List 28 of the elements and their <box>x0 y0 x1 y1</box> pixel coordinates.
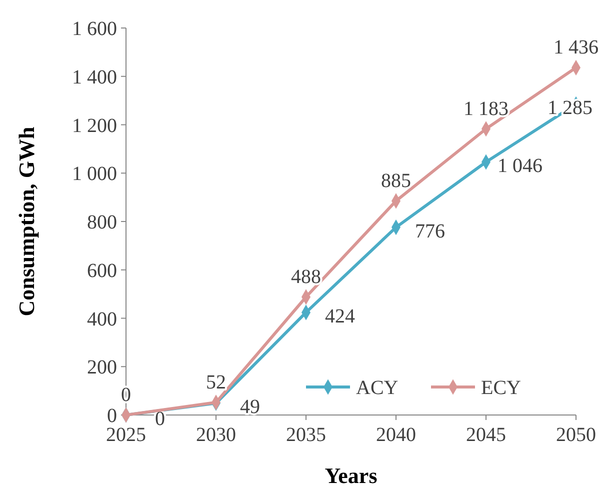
legend-label: ACY <box>356 377 398 399</box>
data-label: 488 <box>291 266 321 288</box>
x-tick-label: 2025 <box>106 424 146 446</box>
y-tick-label: 600 <box>87 260 117 282</box>
data-label: 776 <box>415 220 445 242</box>
y-tick-label: 800 <box>87 212 117 234</box>
x-tick-label: 2045 <box>466 424 506 446</box>
y-tick-label: 1 400 <box>72 66 117 88</box>
data-label: 424 <box>325 305 355 328</box>
x-tick-label: 2040 <box>376 424 416 446</box>
y-tick-label: 0 <box>107 405 117 427</box>
x-tick-label: 2050 <box>556 424 596 446</box>
legend-label: ECY <box>481 377 521 399</box>
data-label: 49 <box>240 396 260 418</box>
data-label: 52 <box>206 371 226 394</box>
y-tick-label: 1 000 <box>72 163 117 186</box>
y-axis-title: Consumption, GWh <box>14 126 39 316</box>
data-label: 1 046 <box>498 155 542 177</box>
y-tick-label: 400 <box>87 308 117 330</box>
x-axis-title: Years <box>324 463 378 488</box>
x-tick-label: 2035 <box>286 424 326 446</box>
y-tick-label: 1 200 <box>72 114 117 137</box>
x-tick-label: 2030 <box>196 424 236 446</box>
y-tick-label: 200 <box>87 356 117 379</box>
data-label: 1 183 <box>464 98 508 120</box>
y-tick-label: 1 600 <box>72 18 117 40</box>
data-label: 885 <box>381 170 411 192</box>
data-label: 1 436 <box>554 36 598 59</box>
